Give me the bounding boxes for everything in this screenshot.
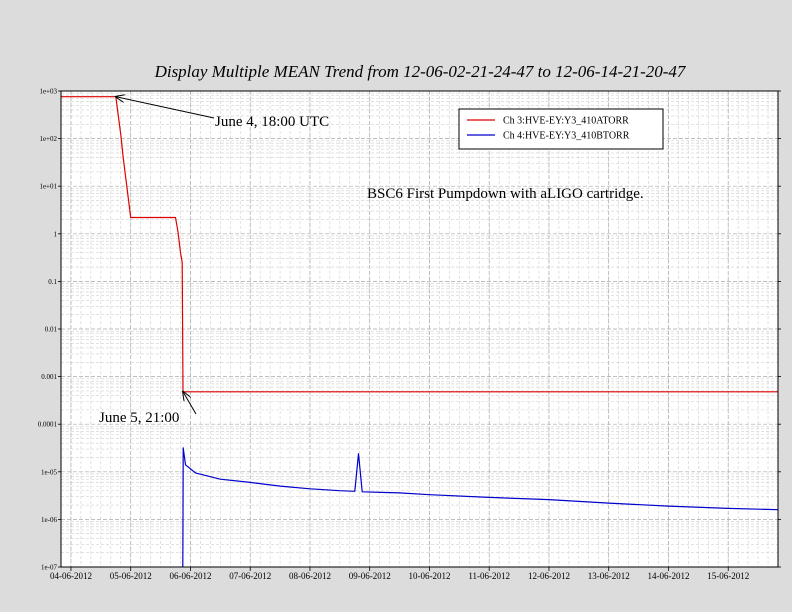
x-tick-label: 08-06-2012 [289, 571, 331, 581]
x-tick-label: 06-06-2012 [169, 571, 211, 581]
grid [60, 90, 779, 568]
x-tick-label: 10-06-2012 [408, 571, 450, 581]
y-tick-label: 0.1 [48, 278, 57, 286]
series-line-2 [182, 447, 779, 568]
y-tick-label: 1e-05 [41, 468, 57, 476]
y-tick-label: 1e-07 [41, 564, 57, 572]
annotation-arrow [116, 97, 215, 119]
y-tick-label: 1 [54, 230, 58, 238]
y-tick-label: 1e-06 [41, 516, 57, 524]
chart-note: BSC6 First Pumpdown with aLIGO cartridge… [367, 186, 644, 202]
legend-entry: Ch 4:HVE-EY:Y3_410BTORR [503, 131, 630, 142]
legend: Ch 3:HVE-EY:Y3_410ATORR Ch 4:HVE-EY:Y3_41… [458, 108, 664, 150]
y-tick-label: 1e+03 [39, 88, 57, 96]
annotation-label: June 5, 21:00 [99, 410, 179, 426]
annotation-label: June 4, 18:00 UTC [215, 114, 329, 130]
series-line-1 [61, 96, 778, 393]
y-axis: 1e+03 1e+02 1e+01 1 0.1 0.01 0.001 0.0001 1e-05 1… [38, 88, 781, 572]
x-tick-label: 13-06-2012 [588, 571, 630, 581]
y-tick-label: 1e+02 [39, 135, 57, 143]
legend-box [458, 108, 664, 150]
x-tick-label: 12-06-2012 [528, 571, 570, 581]
x-tick-label: 11-06-2012 [468, 571, 510, 581]
annotation-arrow [183, 392, 197, 415]
legend-entry: Ch 3:HVE-EY:Y3_410ATORR [503, 116, 629, 127]
x-tick-label: 14-06-2012 [647, 571, 689, 581]
chart-title: Display Multiple MEAN Trend from 12-06-0… [154, 62, 687, 81]
plot-frame [60, 90, 779, 568]
annotations: June 4, 18:00 UTC June 5, 21:00 [99, 97, 329, 426]
x-tick-label: 15-06-2012 [707, 571, 749, 581]
x-tick-label: 09-06-2012 [349, 571, 391, 581]
y-tick-label: 0.001 [41, 373, 57, 381]
x-axis: 04-06-2012 05-06-2012 06-06-2012 07-06-2012… [50, 567, 749, 581]
x-tick-label: 07-06-2012 [229, 571, 271, 581]
x-tick-label: 05-06-2012 [110, 571, 152, 581]
y-tick-label: 0.0001 [38, 421, 58, 429]
y-tick-label: 1e+01 [39, 183, 57, 191]
series-layer [61, 96, 779, 568]
x-tick-label: 04-06-2012 [50, 571, 92, 581]
y-tick-label: 0.01 [45, 326, 58, 334]
